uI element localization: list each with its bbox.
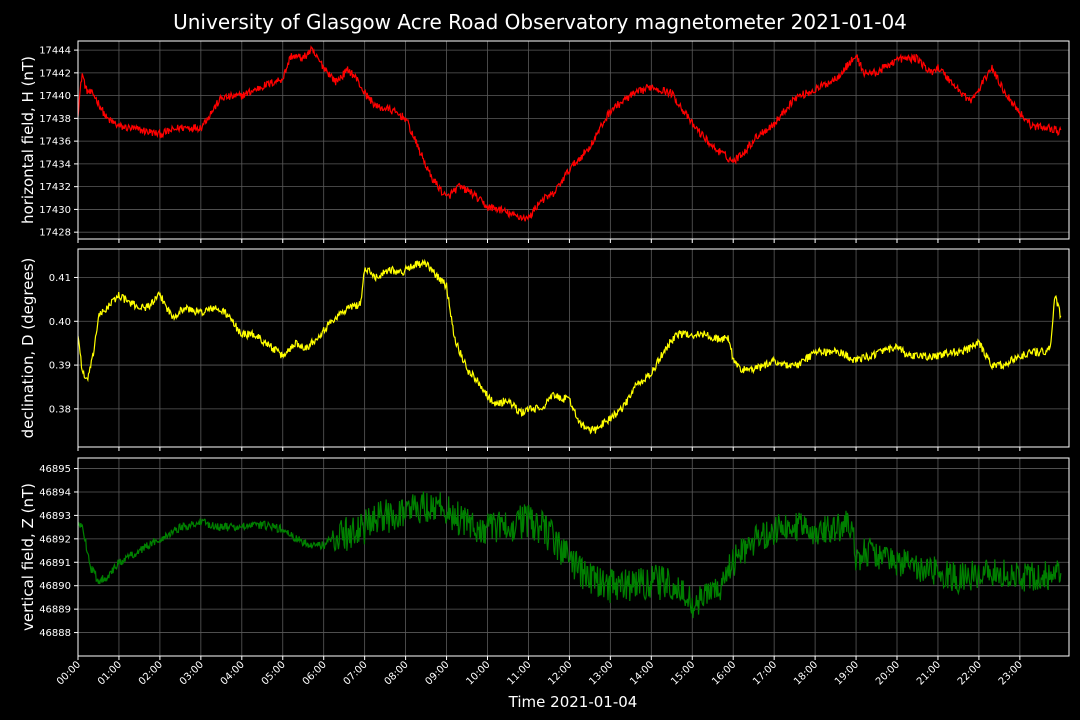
x-tick-label: 02:00 [137, 659, 165, 687]
panel-2: 46888 46889 46890 46891 46892 46893 46894 46895… [19, 457, 1070, 660]
x-tick-label: 09:00 [424, 659, 452, 687]
y-tick-label: 46892 [39, 534, 71, 545]
panels: 17428 17430 17432 17434 17436 17438 17440 17442… [19, 40, 1070, 688]
x-tick-label: 14:00 [628, 659, 656, 687]
panel-0: 17428 17430 17432 17434 17436 17438 17440 17442… [19, 40, 1070, 243]
panel-1: 0.38 0.39 0.40 0.41 declination, D (degrees) [19, 248, 1070, 451]
y-tick-label: 46888 [39, 628, 71, 639]
x-tick-label: 16:00 [710, 659, 738, 687]
y-tick-label: 46890 [39, 581, 71, 592]
x-tick-label: 23:00 [997, 659, 1025, 687]
y-tick-label: 17442 [39, 68, 71, 79]
y-tick-label: 17434 [39, 159, 71, 170]
panel-frame [77, 457, 1070, 657]
x-tick-label: 17:00 [751, 659, 779, 687]
y-tick-label: 0.39 [49, 361, 71, 372]
x-tick-label: 20:00 [874, 659, 902, 687]
y-tick-label: 46889 [39, 605, 71, 616]
x-axis-label: Time 2021-01-04 [508, 693, 638, 711]
y-tick-label: 17432 [39, 182, 71, 193]
x-tick-label: 07:00 [342, 659, 370, 687]
panel-frame [77, 248, 1070, 448]
y-tick-label: 46893 [39, 511, 71, 522]
y-tick-label: 46895 [39, 464, 71, 475]
x-tick-label: 03:00 [178, 659, 206, 687]
y-tick-label: 46894 [39, 487, 71, 498]
y-axis-label: horizontal field, H (nT) [19, 56, 37, 224]
y-tick-label: 0.40 [49, 317, 71, 328]
x-tick-label: 19:00 [833, 659, 861, 687]
x-tick-label: 18:00 [792, 659, 820, 687]
x-tick-label: 12:00 [546, 659, 574, 687]
y-tick-label: 0.38 [49, 404, 71, 415]
y-axis-label: declination, D (degrees) [19, 258, 37, 439]
series-line-1 [78, 258, 1062, 435]
chart-title: University of Glasgow Acre Road Observat… [173, 10, 907, 34]
panel-frame [77, 40, 1070, 240]
series-line-0 [78, 45, 1062, 222]
y-axis-label: vertical field, Z (nT) [19, 483, 37, 631]
x-tick-label: 01:00 [96, 659, 124, 687]
x-tick-label: 06:00 [301, 659, 329, 687]
x-tick-label: 22:00 [956, 659, 984, 687]
y-tick-label: 17436 [39, 137, 71, 148]
x-tick-label: 21:00 [915, 659, 943, 687]
y-tick-label: 17438 [39, 114, 71, 125]
x-tick-label: 05:00 [260, 659, 288, 687]
y-tick-label: 46891 [39, 558, 71, 569]
x-tick-label: 10:00 [464, 659, 492, 687]
x-tick-label: 15:00 [669, 659, 697, 687]
x-tick-label: 00:00 [55, 659, 83, 687]
series-line-2 [78, 491, 1062, 619]
y-tick-label: 0.41 [49, 273, 71, 284]
y-tick-label: 17444 [39, 46, 71, 57]
x-tick-label: 08:00 [383, 659, 411, 687]
y-tick-label: 17428 [39, 228, 71, 239]
x-tick-labels: 00:00 01:00 02:00 03:00 04:00 05:00 06:00 07:00… [55, 659, 1025, 687]
x-tick-label: 04:00 [219, 659, 247, 687]
x-tick-label: 11:00 [505, 659, 533, 687]
y-tick-label: 17430 [39, 205, 71, 216]
x-tick-label: 13:00 [587, 659, 615, 687]
y-tick-label: 17440 [39, 91, 71, 102]
